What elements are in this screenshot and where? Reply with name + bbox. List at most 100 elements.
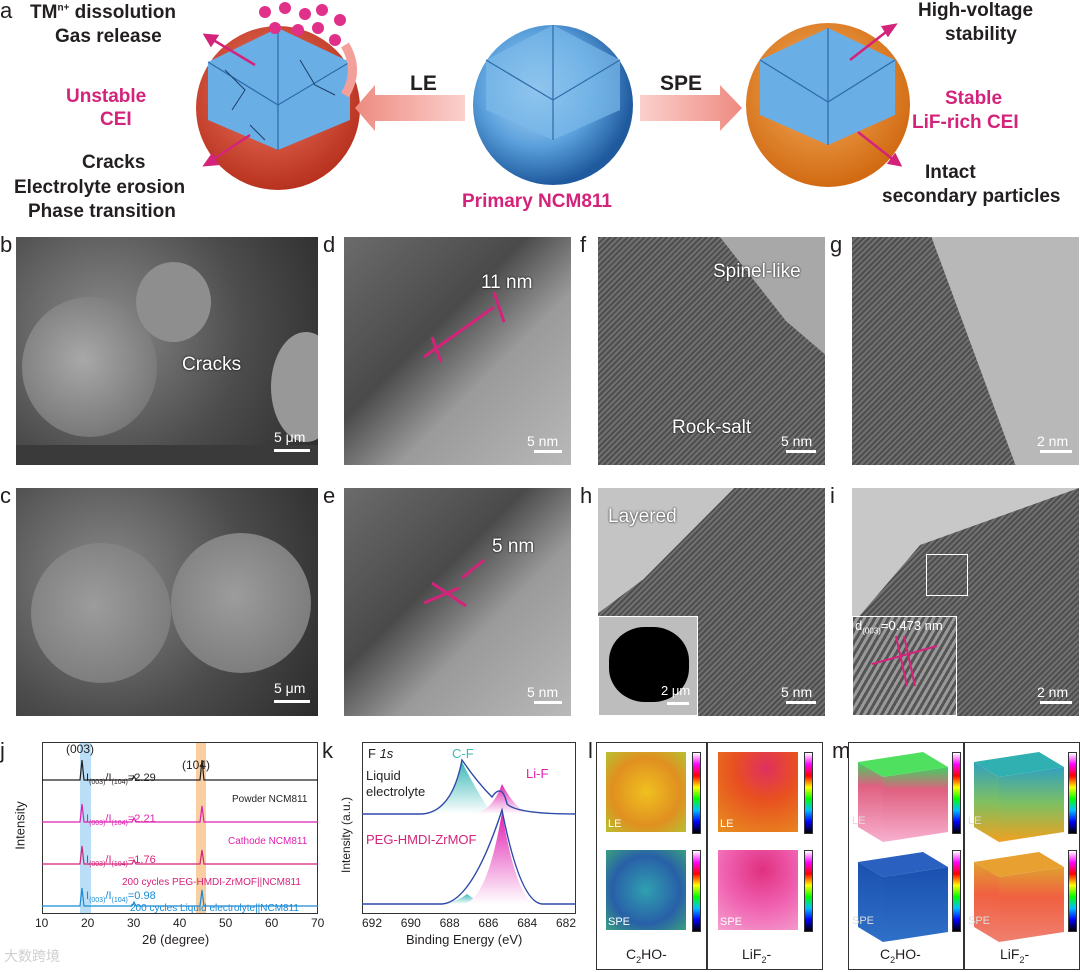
xps-top-label-1: Liquid bbox=[366, 768, 401, 783]
colorbar-m-3 bbox=[952, 850, 961, 932]
map-l-spe-c2ho bbox=[606, 850, 686, 930]
scale-bar-c bbox=[274, 700, 310, 703]
scale-bar-e bbox=[534, 701, 562, 704]
map-l-spe-c2ho-label: SPE bbox=[608, 916, 631, 928]
d-spacing-marker bbox=[871, 635, 938, 687]
xrd-peak-003-label: (003) bbox=[66, 742, 95, 756]
map-l-le-lif2 bbox=[718, 752, 798, 832]
scale-label-i: 2 nm bbox=[1037, 684, 1069, 700]
xps-xtick-label: 682 bbox=[556, 916, 577, 930]
stable-text: Stable bbox=[945, 88, 1003, 109]
cube-m-le-c2ho bbox=[858, 752, 948, 842]
scale-label-d: 5 nm bbox=[527, 433, 559, 449]
tofsims-3d-cubes bbox=[858, 752, 1064, 942]
cube-m-spe-c2ho bbox=[858, 852, 948, 942]
panel-label-k: k bbox=[322, 738, 333, 763]
tofsims-2d-frame-right bbox=[707, 742, 823, 970]
xps-bottom-label: PEG-HMDI-ZrMOF bbox=[366, 832, 477, 847]
cube-m-le-lif2-label: LE bbox=[968, 815, 982, 827]
xrd-104-band bbox=[196, 743, 206, 913]
colorbar-l-2 bbox=[804, 752, 813, 834]
schematic-illustration bbox=[196, 2, 910, 190]
cube-m-le-c2ho-label: LE bbox=[852, 815, 866, 827]
cei-thickness-label-e: 5 nm bbox=[492, 536, 535, 557]
xps-ylabel: Intensity (a.u.) bbox=[339, 796, 354, 874]
le-arrow-label: LE bbox=[410, 72, 437, 95]
xrd-peak-104-label: (104) bbox=[182, 758, 211, 772]
scale-label-h: 5 nm bbox=[781, 684, 813, 700]
xrd-traces bbox=[42, 759, 318, 907]
spe-arrow bbox=[640, 85, 742, 131]
xps-cf-label: C-F bbox=[452, 746, 474, 761]
xrd-xtick-label: 60 bbox=[265, 916, 279, 930]
xrd-ratio-powder: I(003)/I(104)=2.29 bbox=[86, 772, 156, 787]
xrd-plot-frame bbox=[42, 742, 318, 914]
le-arrow bbox=[355, 85, 465, 131]
scale-label-b: 5 μm bbox=[274, 429, 306, 445]
scale-label-f: 5 nm bbox=[781, 433, 813, 449]
l-lif2-label: LiF2- bbox=[742, 946, 772, 965]
xps-xlabel: Binding Energy (eV) bbox=[406, 932, 523, 947]
cei-thickness-marker-e bbox=[423, 558, 485, 608]
xrd-ratio-peg: I(003)/I(104)=1.76 bbox=[86, 854, 156, 869]
layered-label: Layered bbox=[608, 506, 677, 527]
electrolyte-erosion-text: Electrolyte erosion bbox=[14, 177, 186, 198]
panel-label-f: f bbox=[580, 232, 587, 257]
cube-m-spe-lif2-label: SPE bbox=[968, 915, 991, 927]
inset-scale-bar-h bbox=[667, 702, 689, 705]
tem-inset-h: 2 μm bbox=[598, 616, 698, 716]
phase-transition-text: Phase transition bbox=[28, 201, 176, 222]
tofsims-2d-frame-left bbox=[596, 742, 707, 970]
scale-bar-f bbox=[786, 450, 816, 453]
hrtem-image-d: 11 nm 5 nm bbox=[344, 237, 571, 465]
panel-label-i: i bbox=[830, 483, 835, 508]
xrd-xtick-label: 40 bbox=[173, 916, 187, 930]
panel-label-e: e bbox=[323, 483, 336, 508]
xps-top-cf-fill bbox=[422, 762, 492, 814]
cube-m-le-lif2 bbox=[974, 752, 1064, 842]
l-c2ho-label: C2HO- bbox=[626, 946, 667, 965]
xrd-trace-powder bbox=[42, 759, 318, 781]
panel-label-m: m bbox=[832, 738, 851, 763]
colorbar-l-1 bbox=[692, 752, 701, 834]
panel-label-b: b bbox=[0, 232, 13, 257]
xrd-ylabel: Intensity bbox=[12, 801, 28, 850]
hrtem-image-h: Layered 2 μm 5 nm bbox=[598, 488, 825, 716]
xrd-label-powder: Powder NCM811 bbox=[232, 794, 308, 805]
colorbar-m-4 bbox=[1068, 850, 1077, 932]
panel-label-g: g bbox=[830, 232, 843, 257]
xrd-label-peg: 200 cycles PEG-HMDI-ZrMOF||NCM811 bbox=[122, 877, 301, 888]
cei-thickness-marker-d bbox=[423, 291, 506, 363]
colorbar-m-2 bbox=[1068, 752, 1077, 834]
xps-top-curve bbox=[362, 758, 576, 815]
xps-spectra bbox=[362, 758, 576, 905]
m-c2ho-label: C2HO- bbox=[880, 946, 921, 965]
xrd-label-liquid: 200 cycles Liquid electrolyte||NCM811 bbox=[130, 903, 299, 914]
scale-label-c: 5 μm bbox=[274, 680, 306, 696]
hrtem-image-g: 2 nm bbox=[852, 237, 1079, 465]
map-l-spe-lif2-label: SPE bbox=[720, 916, 743, 928]
xps-plot-frame bbox=[362, 742, 576, 914]
scale-bar-h bbox=[786, 701, 816, 704]
panel-label-d: d bbox=[323, 232, 336, 257]
xrd-ratio-liquid: I(003)/I(104)=0.98 bbox=[86, 890, 156, 905]
map-l-le-lif2-label: LE bbox=[720, 818, 734, 830]
intact-text: Intact bbox=[925, 162, 976, 183]
scale-bar-g bbox=[1040, 450, 1072, 453]
scale-bar-d bbox=[534, 450, 562, 453]
secondary-particles-text: secondary particles bbox=[882, 186, 1061, 207]
d-spacing-label: d(003)=0.473 nm bbox=[855, 618, 943, 636]
xps-xtick-label: 692 bbox=[362, 916, 383, 930]
xrd-003-band bbox=[80, 743, 91, 913]
colorbar-m-1 bbox=[952, 752, 961, 834]
xrd-xlabel: 2θ (degree) bbox=[142, 932, 210, 947]
cei-thickness-label-d: 11 nm bbox=[481, 272, 533, 293]
xrd-trace-liquid bbox=[42, 887, 318, 907]
panel-label-h: h bbox=[580, 483, 593, 508]
stability-text: stability bbox=[945, 24, 1017, 45]
tm-dissolution-particles bbox=[259, 2, 346, 46]
xrd-xtick-label: 10 bbox=[35, 916, 49, 930]
cracks-text: Cracks bbox=[82, 152, 146, 173]
xps-xtick-label: 684 bbox=[517, 916, 538, 930]
unstable-text: Unstable bbox=[66, 86, 147, 107]
